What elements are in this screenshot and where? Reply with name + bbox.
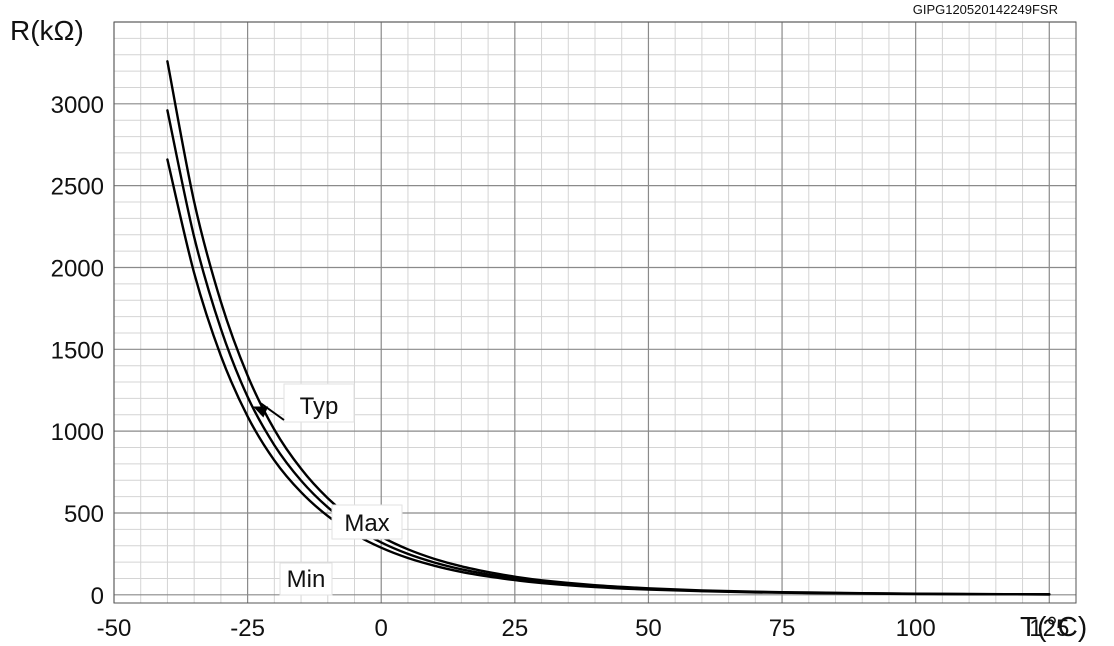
series-line-min (166, 158, 1051, 596)
y-axis-title: R(kΩ) (10, 15, 84, 46)
y-tick-label: 1500 (51, 337, 104, 364)
x-tick-label: -50 (97, 615, 132, 642)
y-tick-label: 0 (91, 583, 104, 610)
y-tick-label: 500 (64, 501, 104, 528)
callouts: Typ Max Min (252, 383, 403, 596)
y-tick-label: 2000 (51, 255, 104, 282)
y-tick-label: 1000 (51, 419, 104, 446)
callout-arrow-line (260, 402, 285, 421)
callout-label-typ: Typ (300, 393, 339, 420)
minor-grid (114, 22, 1077, 603)
series-line-typ (166, 109, 1051, 596)
callout-label-max: Max (344, 510, 389, 537)
x-tick-label: 75 (769, 615, 796, 642)
callout-label-min: Min (287, 566, 326, 593)
x-tick-label: 100 (896, 615, 936, 642)
y-tick-label: 3000 (51, 92, 104, 119)
callout-box-max (331, 504, 403, 540)
x-tick-label: 125 (1029, 615, 1069, 642)
x-tick-labels: -50 -25 0 25 50 75 100 125 (97, 615, 1070, 642)
x-tick-label: -25 (230, 615, 265, 642)
figure-code: GIPG120520142249FSR (913, 2, 1058, 17)
y-tick-label: 2500 (51, 174, 104, 201)
callout-arrowhead (252, 406, 269, 418)
x-axis-title: T(°C) (1020, 611, 1087, 642)
x-tick-label: 25 (501, 615, 528, 642)
callout-box-typ (283, 383, 355, 423)
curves (166, 60, 1051, 596)
y-tick-labels: 0 500 1000 1500 2000 2500 3000 (51, 92, 104, 610)
x-tick-label: 50 (635, 615, 662, 642)
x-tick-label: 0 (375, 615, 388, 642)
series-line-max (166, 60, 1051, 596)
callout-box-min (279, 562, 333, 596)
plot-frame (113, 21, 1077, 604)
